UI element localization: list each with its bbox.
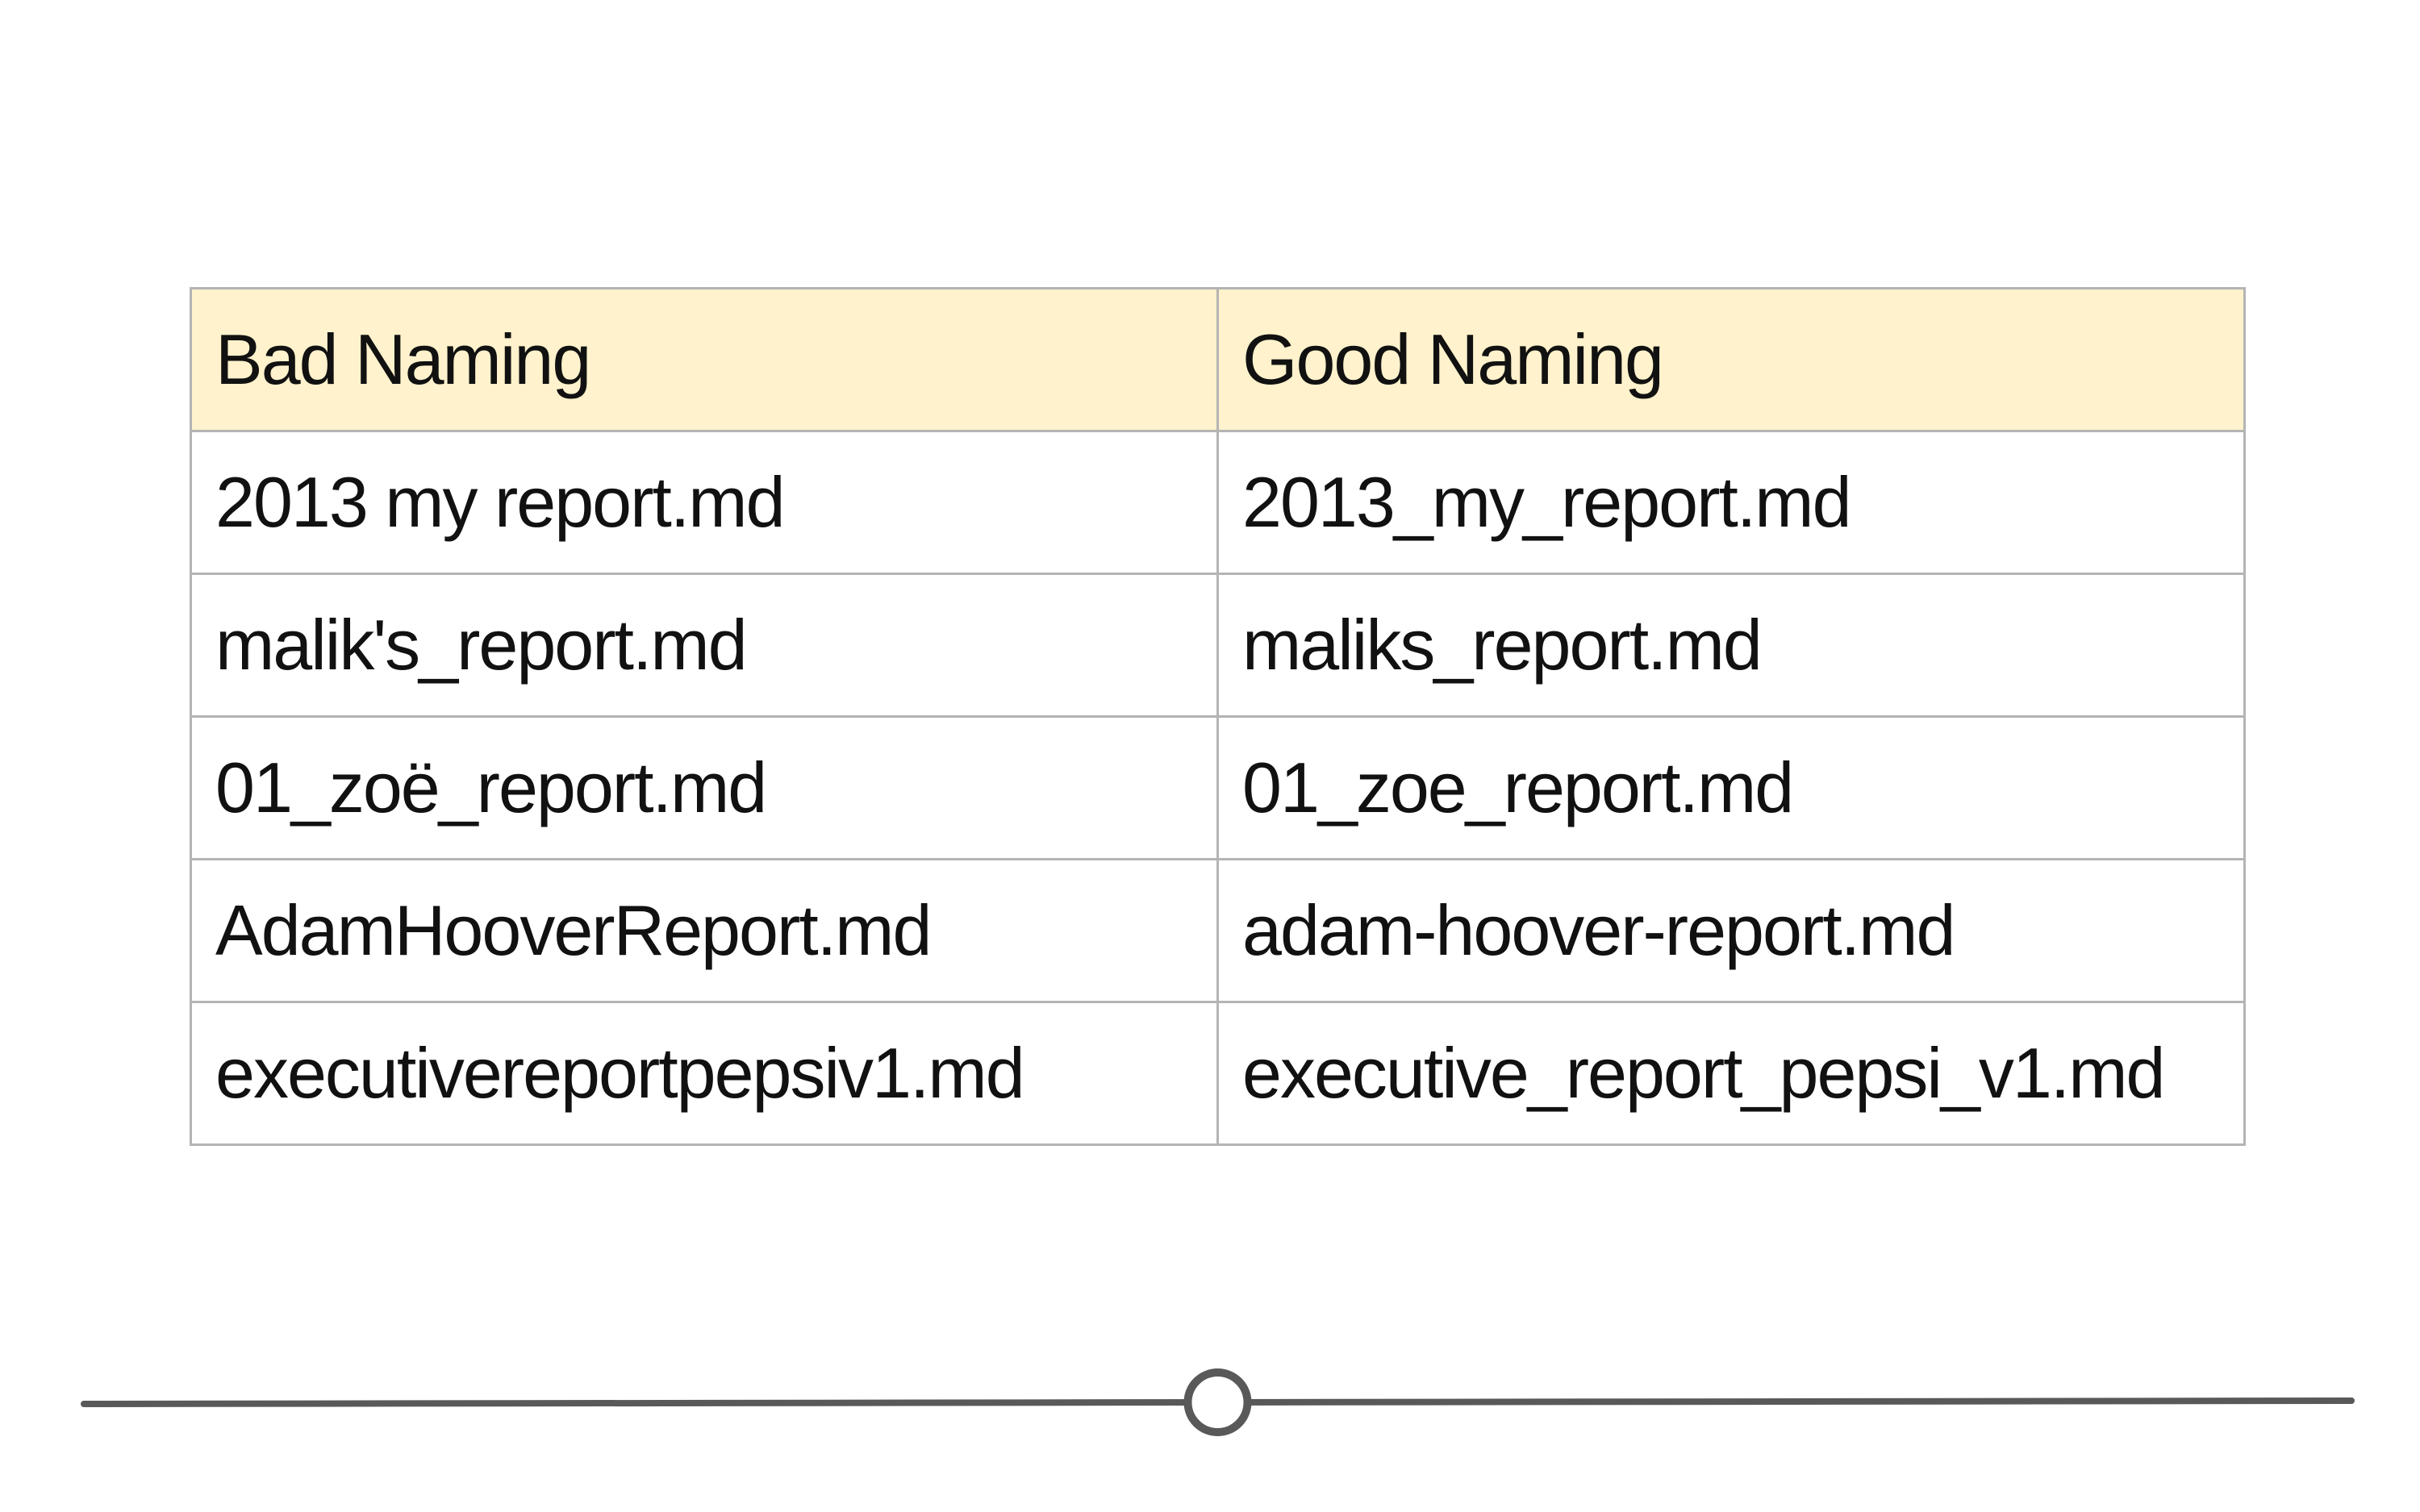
header-good-naming: Good Naming — [1216, 287, 2246, 432]
good-name-cell: maliks_report.md — [1216, 573, 2246, 718]
bad-name-cell: AdamHooverReport.md — [190, 858, 1219, 1003]
table-row: AdamHooverReport.md adam-hoover-report.m… — [190, 858, 2246, 1003]
good-name-cell: 2013_my_report.md — [1216, 430, 2246, 575]
table-row: malik's_report.md maliks_report.md — [190, 573, 2246, 718]
bad-name-cell: malik's_report.md — [190, 573, 1219, 718]
good-name-cell: 01_zoe_report.md — [1216, 715, 2246, 860]
timeline-position-handle[interactable] — [1183, 1368, 1252, 1436]
naming-comparison-table: Bad Naming Good Naming 2013 my report.md… — [190, 287, 2246, 1146]
header-bad-naming: Bad Naming — [190, 287, 1219, 432]
good-name-cell: executive_report_pepsi_v1.md — [1216, 1001, 2246, 1146]
good-name-cell: adam-hoover-report.md — [1216, 858, 2246, 1003]
table-row: 2013 my report.md 2013_my_report.md — [190, 430, 2246, 575]
bad-name-cell: 01_zoë_report.md — [190, 715, 1219, 860]
table-header-row: Bad Naming Good Naming — [190, 287, 2246, 432]
bad-name-cell: executivereportpepsiv1.md — [190, 1001, 1219, 1146]
table-row: 01_zoë_report.md 01_zoe_report.md — [190, 715, 2246, 860]
bad-name-cell: 2013 my report.md — [190, 430, 1219, 575]
table-row: executivereportpepsiv1.md executive_repo… — [190, 1001, 2246, 1146]
